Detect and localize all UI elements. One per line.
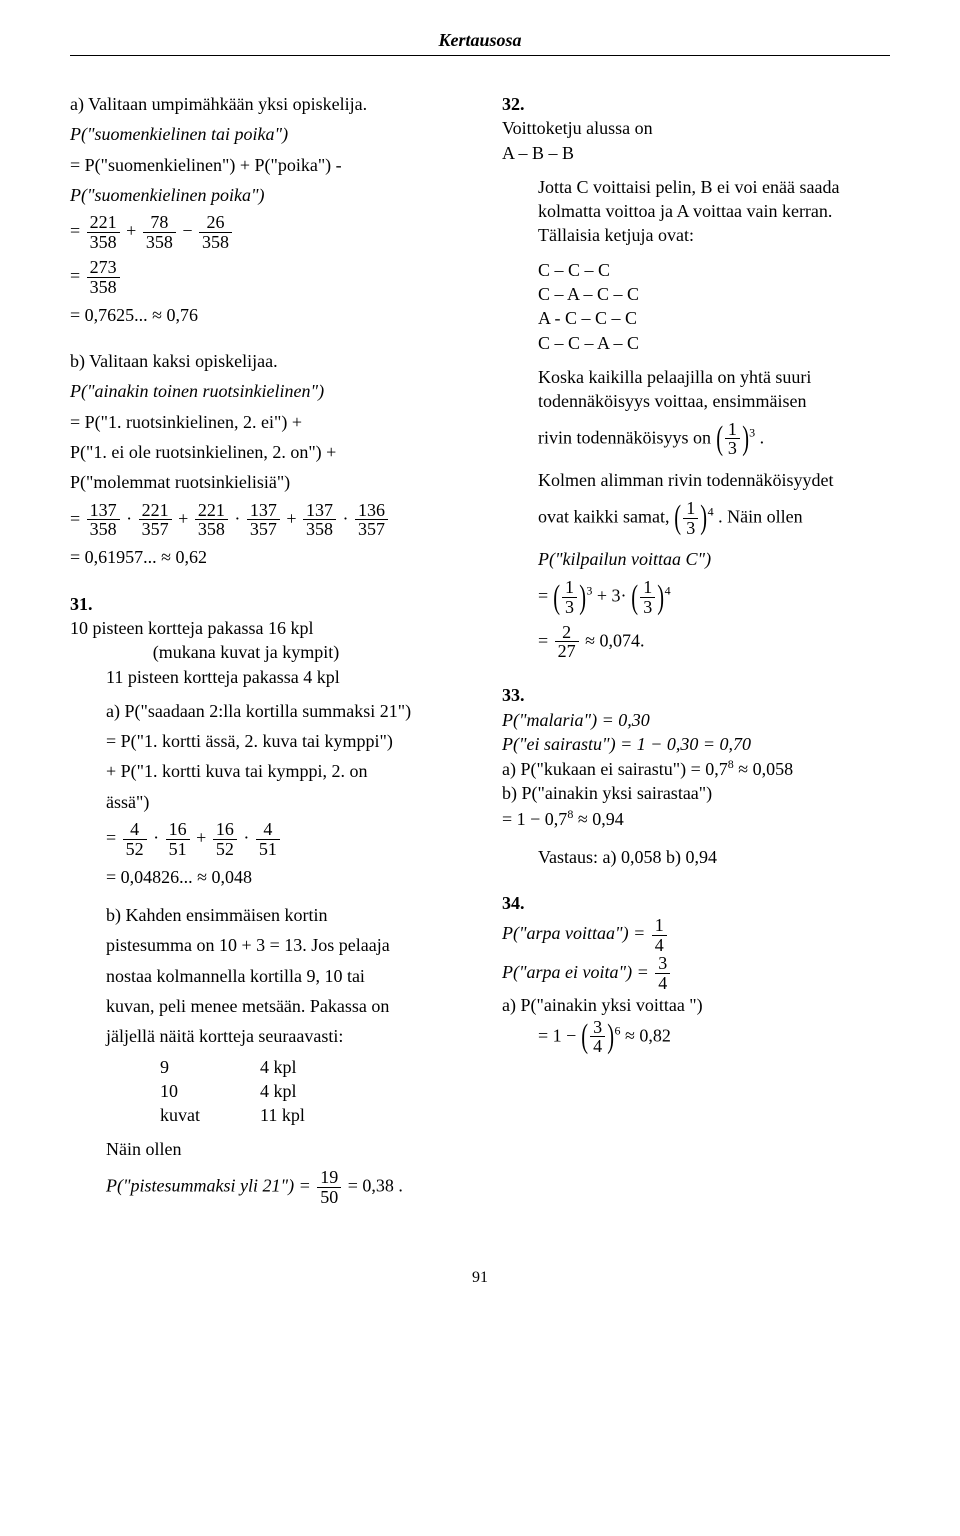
question-body: P("arpa voittaa") = 14 P("arpa ei voita"… [502, 916, 854, 1018]
fraction: 13 [640, 578, 655, 617]
question-body: P("malaria") = 0,30 P("ei sairastu") = 1… [502, 708, 854, 831]
eq-line: P("pistesummaksi yli 21") = 1950 = 0,38 … [106, 1168, 458, 1207]
question-number: 34. [502, 891, 534, 915]
eq-line: rivin todennäköisyys on (13)3 . [538, 420, 890, 459]
fraction: 1651 [166, 820, 190, 859]
card-count-table: 94 kpl 104 kpl kuvat11 kpl [160, 1055, 458, 1128]
eq-line: = 137358 · 221357 + 221358 · 137357 + 13… [70, 501, 458, 540]
two-columns: a) Valitaan umpimähkään yksi opiskelija.… [70, 92, 890, 1229]
text: nostaa kolmannella kortilla 9, 10 tai [106, 964, 458, 988]
page: Kertausosa a) Valitaan umpimähkään yksi … [0, 0, 960, 1327]
eq-line: = 1 − (34)6 ≈ 0,82 [538, 1018, 890, 1057]
fraction: 34 [590, 1018, 605, 1057]
table-row: 94 kpl [160, 1055, 458, 1079]
fraction: 451 [256, 820, 280, 859]
section-header: Kertausosa [70, 30, 890, 51]
fraction: 227 [555, 623, 579, 662]
fraction: 221358 [195, 501, 228, 540]
text: kuvan, peli menee metsään. Pakassa on [106, 994, 458, 1018]
text: ässä") [106, 790, 458, 814]
eq-line: = 227 ≈ 0,074. [538, 623, 890, 662]
eq-line: = P("suomenkielinen") + P("poika") - [70, 153, 458, 177]
eq-line: = P("1. ruotsinkielinen, 2. ei") + [70, 410, 458, 434]
text: + P("1. kortti kuva tai kymppi, 2. on [106, 759, 458, 783]
fraction: 137357 [247, 501, 280, 540]
text: pistesumma on 10 + 3 = 13. Jos pelaaja [106, 933, 458, 957]
fraction: 137358 [303, 501, 336, 540]
fraction: 137358 [87, 501, 120, 540]
text: Koska kaikilla pelaajilla on yhtä suuri … [538, 365, 890, 414]
eq-line: = 273358 [70, 258, 458, 297]
table-row: 104 kpl [160, 1079, 458, 1103]
eq-line: = 0,61957... ≈ 0,62 [70, 545, 458, 569]
text: Kolmen alimman rivin todennäköisyydet [538, 468, 890, 492]
eq-line: = 221358 + 78358 − 26358 [70, 213, 458, 252]
fraction: 136357 [355, 501, 388, 540]
chain-list: C – C – C C – A – C – C A - C – C – C C … [538, 258, 890, 355]
eq-line: = (13)3 + 3· (13)4 [538, 578, 890, 617]
question-32: 32. Voittoketju alussa on A – B – B Jott… [502, 92, 890, 661]
prob-block: P("suomenkielinen tai poika") = P("suome… [70, 122, 458, 327]
question-34: 34. P("arpa voittaa") = 14 P("arpa ei vo… [502, 891, 890, 1056]
header-rule [70, 55, 890, 56]
fraction: 13 [562, 578, 577, 617]
eq-line: P("suomenkielinen tai poika") [70, 122, 458, 146]
question-body: Voittoketju alussa on A – B – B [502, 116, 854, 165]
text: 11 pisteen kortteja pakassa 4 kpl [106, 665, 458, 689]
page-number: 91 [70, 1269, 890, 1287]
fraction: 273358 [87, 258, 120, 297]
fraction: 14 [652, 916, 667, 955]
eq-line: P("molemmat ruotsinkielisiä") [70, 470, 458, 494]
fraction: 34 [655, 954, 670, 993]
eq-line: P("1. ei ole ruotsinkielinen, 2. on") + [70, 440, 458, 464]
left-column: a) Valitaan umpimähkään yksi opiskelija.… [70, 92, 458, 1229]
fraction: 1652 [213, 820, 237, 859]
text: jäljellä näitä kortteja seuraavasti: [106, 1024, 458, 1048]
text: a) Valitaan umpimähkään yksi opiskelija. [70, 92, 458, 116]
fraction: 221357 [139, 501, 172, 540]
fraction: 452 [123, 820, 147, 859]
prob-block: P("ainakin toinen ruotsinkielinen") = P(… [70, 379, 458, 569]
eq-line: = 0,7625... ≈ 0,76 [70, 303, 458, 327]
list-item: C – A – C – C [538, 282, 890, 306]
list-item: A - C – C – C [538, 306, 890, 330]
fraction: 13 [725, 420, 740, 459]
table-row: kuvat11 kpl [160, 1103, 458, 1127]
text: Jotta C voittaisi pelin, B ei voi enää s… [538, 175, 890, 248]
fraction: 78358 [143, 213, 176, 252]
text: b) Valitaan kaksi opiskelijaa. [70, 349, 458, 373]
text: a) P("saadaan 2:lla kortilla summaksi 21… [106, 699, 458, 723]
text: Näin ollen [106, 1137, 458, 1161]
eq-line: ovat kaikki samat, (13)4 . Näin ollen [538, 499, 890, 538]
fraction: 26358 [199, 213, 232, 252]
fraction: 221358 [87, 213, 120, 252]
question-number: 32. [502, 92, 534, 116]
eq-line: P("kilpailun voittaa C") [538, 547, 890, 571]
right-column: 32. Voittoketju alussa on A – B – B Jott… [502, 92, 890, 1229]
question-body: 10 pisteen kortteja pakassa 16 kpl (muka… [70, 616, 422, 665]
list-item: C – C – C [538, 258, 890, 282]
question-number: 33. [502, 683, 534, 707]
fraction: 13 [683, 499, 698, 538]
eq-line: = 0,04826... ≈ 0,048 [106, 865, 458, 889]
question-31: 31. 10 pisteen kortteja pakassa 16 kpl (… [70, 592, 458, 1207]
list-item: C – C – A – C [538, 331, 890, 355]
eq-line: = 452 · 1651 + 1652 · 451 [106, 820, 458, 859]
text: = P("1. kortti ässä, 2. kuva tai kymppi"… [106, 729, 458, 753]
eq-line: P("ainakin toinen ruotsinkielinen") [70, 379, 458, 403]
question-33: 33. P("malaria") = 0,30 P("ei sairastu")… [502, 683, 890, 869]
eq-line: P("suomenkielinen poika") [70, 183, 458, 207]
text: b) Kahden ensimmäisen kortin [106, 903, 458, 927]
fraction: 1950 [317, 1168, 341, 1207]
answer-text: Vastaus: a) 0,058 b) 0,94 [538, 845, 890, 869]
question-number: 31. [70, 592, 102, 616]
